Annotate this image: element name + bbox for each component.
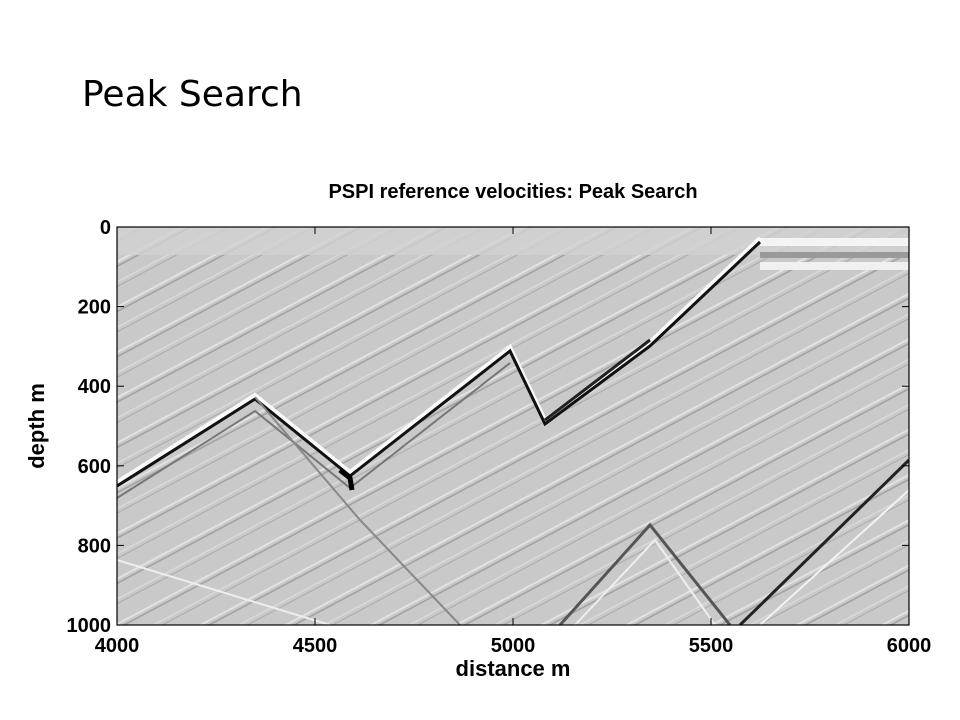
x-tick-label: 6000 [887,635,932,657]
y-tick-label: 0 [100,217,111,239]
slide-title: Peak Search [82,74,303,115]
x-tick-label: 5000 [491,635,536,657]
seismic-image [117,227,909,625]
x-axis-label: distance m [456,656,571,681]
x-tick-label: 4500 [293,635,338,657]
y-tick-label: 600 [78,456,111,478]
chart-title: PSPI reference velocities: Peak Search [328,181,697,203]
y-tick-label: 800 [78,535,111,557]
x-tick-label: 4000 [95,635,140,657]
x-tick-label: 5500 [689,635,734,657]
y-axis-label: depth m [24,383,49,469]
y-tick-label: 400 [78,376,111,398]
y-tick-label: 200 [78,297,111,319]
y-tick-label: 1000 [67,615,112,637]
